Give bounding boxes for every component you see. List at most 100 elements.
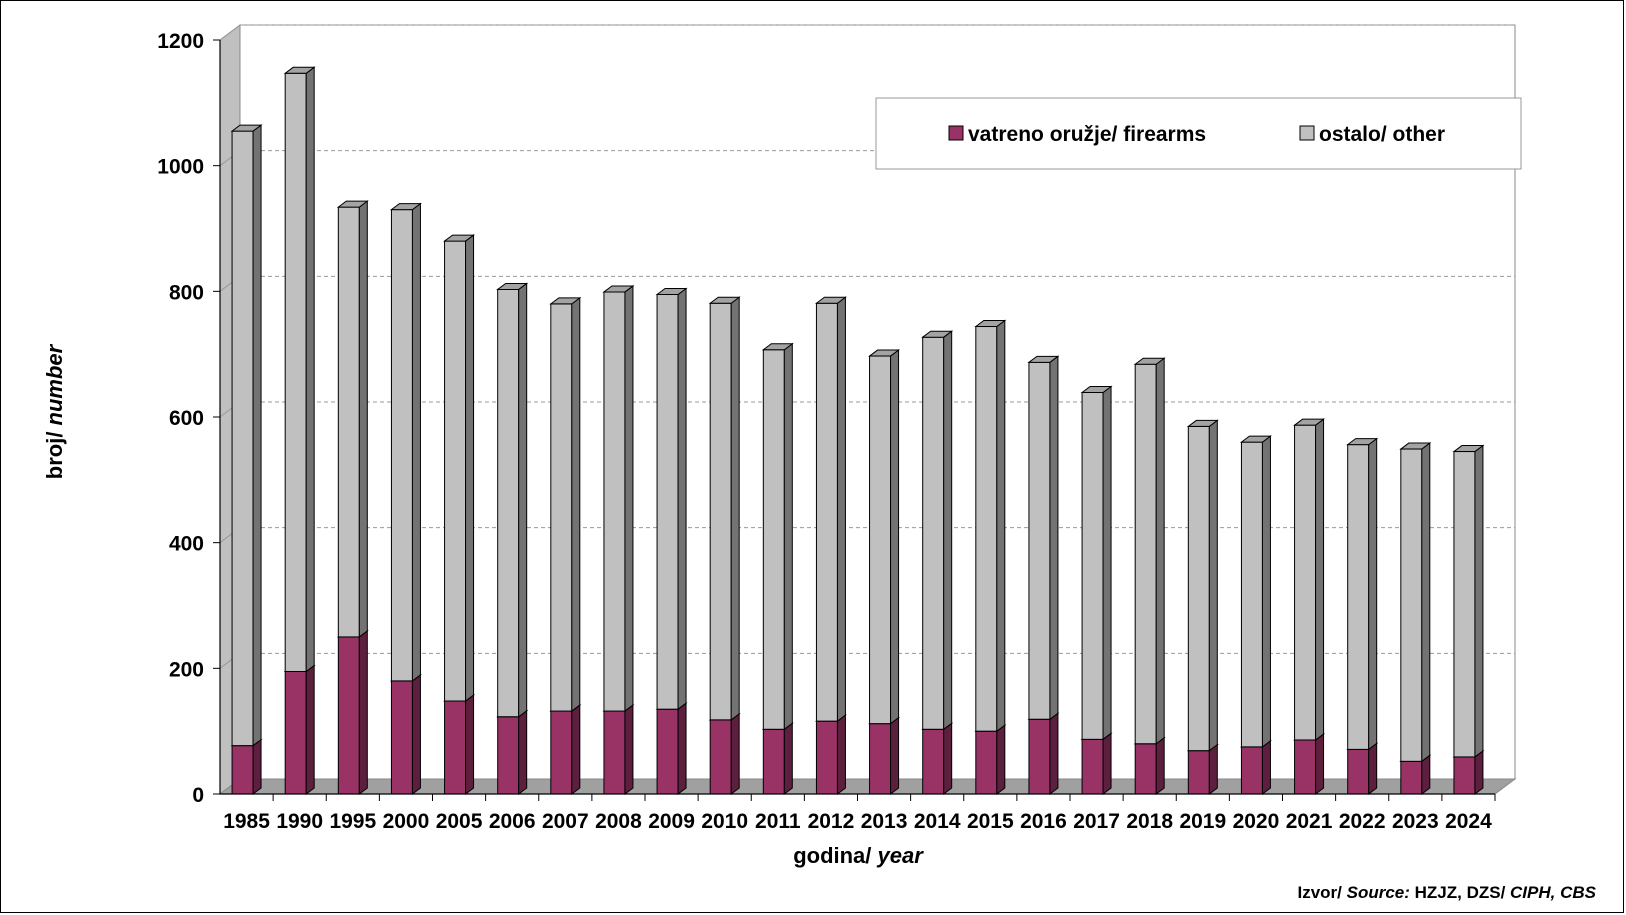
bar-ostalo-other-2016 <box>1027 355 1060 721</box>
bar-top <box>602 285 635 293</box>
bar-vatreno-oru-je-firearms-2005 <box>443 694 476 795</box>
x-tick-label: 2012 <box>808 810 855 833</box>
bar-side <box>1315 418 1325 741</box>
bar-front <box>656 293 679 710</box>
bar-front <box>444 240 467 702</box>
bar-front <box>1400 448 1423 762</box>
legend-swatch-firearms <box>948 125 964 141</box>
x-axis-title-italic: year <box>877 843 925 868</box>
bar-side <box>624 704 634 795</box>
y-tick-label: 1000 <box>157 156 204 179</box>
bar-ostalo-other-2009 <box>655 287 688 711</box>
bar-side <box>1261 739 1271 795</box>
bar-front <box>1294 739 1317 795</box>
bar-top <box>1452 445 1485 453</box>
bar-front <box>1347 444 1370 750</box>
bar-front <box>1453 451 1476 758</box>
x-tick-label: 2011 <box>755 810 801 833</box>
y-tick-label: 800 <box>169 281 204 304</box>
legend-label-firearms: vatreno oružje/ firearms <box>968 123 1206 146</box>
y-tick-label: 600 <box>169 407 204 430</box>
bar-top <box>549 297 582 305</box>
bar-vatreno-oru-je-firearms-2006 <box>496 709 529 795</box>
bar-vatreno-oru-je-firearms-1995 <box>336 629 369 795</box>
bar-top <box>868 349 901 357</box>
bar-side <box>1208 743 1218 795</box>
y-tick-label: 1200 <box>157 30 204 53</box>
bar-side <box>358 629 368 795</box>
bar-side <box>411 202 421 682</box>
bar-front <box>231 130 254 747</box>
bar-side <box>677 702 687 795</box>
bar-side <box>465 694 475 795</box>
bar-side <box>1368 742 1378 795</box>
bar-front <box>1134 363 1157 745</box>
bar-ostalo-other-2014 <box>921 330 954 731</box>
x-tick-label: 2023 <box>1392 810 1439 833</box>
bar-side <box>305 66 315 673</box>
bar-side <box>358 200 368 638</box>
bar-side <box>305 664 315 795</box>
bar-top <box>230 124 263 132</box>
x-tick-label: 1985 <box>223 810 270 833</box>
bar-front <box>1081 391 1104 740</box>
bar-top <box>708 296 741 304</box>
bar-top <box>1399 442 1432 450</box>
y-tick-labels: 0 200 400 600 800 1000 1200 <box>157 30 204 807</box>
bar-ostalo-other-2019 <box>1186 419 1219 752</box>
bar-front <box>390 680 413 795</box>
bar-front <box>550 303 573 712</box>
x-tick-label: 2017 <box>1073 810 1120 833</box>
bar-side <box>996 319 1006 733</box>
x-tick-label: 2009 <box>648 810 695 833</box>
x-tick-label: 2000 <box>383 810 430 833</box>
bar-side <box>730 296 740 721</box>
bar-side <box>1208 419 1218 752</box>
bar-side <box>252 738 262 795</box>
gridline-side <box>219 24 241 41</box>
bar-side <box>571 296 581 713</box>
bar-ostalo-other-2021 <box>1293 418 1326 741</box>
bar-front <box>709 719 732 795</box>
bar-vatreno-oru-je-firearms-2011 <box>761 722 794 795</box>
bar-top <box>761 343 794 351</box>
bar-side <box>943 722 953 795</box>
bar-front <box>1400 760 1423 795</box>
bar-side <box>677 287 687 711</box>
x-axis-title: godina/ year <box>793 843 924 868</box>
y-axis-title-plain: broj/ <box>42 425 67 479</box>
bar-front <box>1028 718 1051 795</box>
bar-front <box>762 349 785 730</box>
bar-side <box>783 342 793 731</box>
bar-side <box>943 330 953 731</box>
bar-side <box>890 716 900 795</box>
bar-vatreno-oru-je-firearms-2019 <box>1186 743 1219 795</box>
y-tick-label: 0 <box>192 784 204 807</box>
bar-side <box>1368 437 1378 751</box>
bar-top <box>496 282 529 290</box>
bar-ostalo-other-2007 <box>549 296 582 713</box>
bar-front <box>922 728 945 795</box>
bar-side <box>1474 444 1484 758</box>
x-tick-label: 2006 <box>489 810 536 833</box>
bar-ostalo-other-2015 <box>974 319 1007 733</box>
bar-side <box>1049 712 1059 795</box>
x-tick-label: 2024 <box>1445 810 1492 833</box>
bar-side <box>518 282 528 718</box>
bar-top <box>1346 438 1379 446</box>
axes <box>213 39 1496 801</box>
x-tick-labels: 1985 1990 1995 2000 2005 2006 2007 2008 2009 2010… <box>223 810 1492 833</box>
bar-ostalo-other-2024 <box>1452 444 1485 758</box>
bar-side <box>1049 355 1059 721</box>
bar-side <box>518 709 528 795</box>
bar-front <box>762 728 785 795</box>
x-tick-label: 2010 <box>701 810 748 833</box>
bar-front <box>869 355 892 725</box>
bar-top <box>1186 419 1219 427</box>
bar-side <box>783 722 793 795</box>
bar-vatreno-oru-je-firearms-1990 <box>283 664 316 795</box>
x-tick-label: 2018 <box>1126 810 1173 833</box>
source-agencies-plain: HZJZ, DZS/ <box>1409 883 1511 902</box>
bar-side <box>730 712 740 795</box>
